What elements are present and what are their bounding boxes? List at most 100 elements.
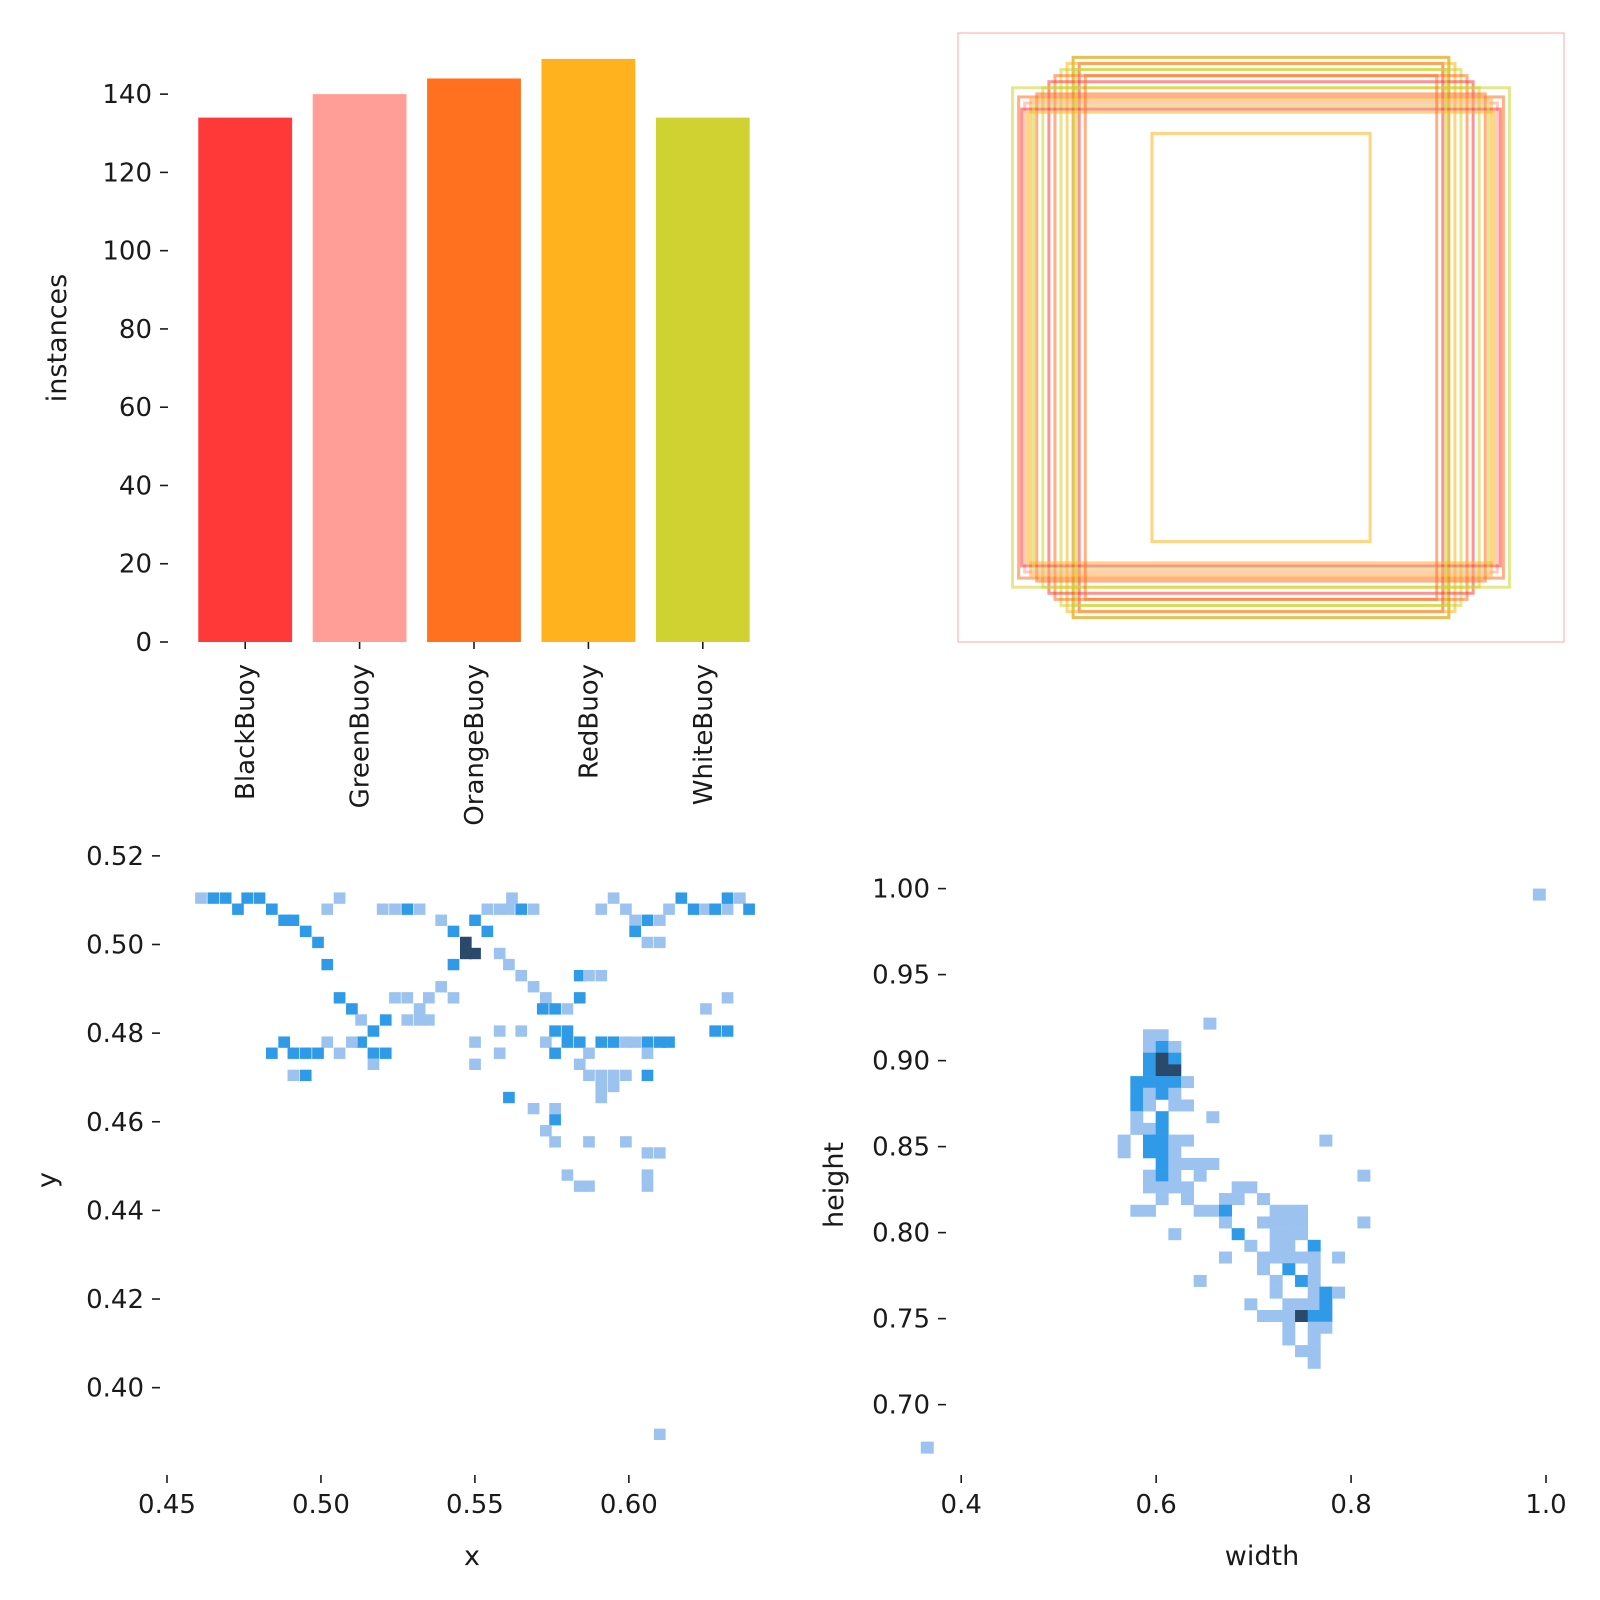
heatmap-cell	[299, 925, 312, 938]
heatmap-cell	[1332, 1286, 1346, 1299]
heatmap-cell	[733, 892, 746, 904]
heatmap-cell	[1206, 1157, 1220, 1170]
heatmap-cell	[1168, 1228, 1182, 1241]
heatmap-cell	[629, 1036, 641, 1048]
heatmap-cell	[527, 903, 540, 915]
heatmap-cell	[595, 1080, 608, 1093]
heatmap-cell	[1282, 1321, 1296, 1334]
bar-y-ticks: 0 20 40 60 80 100 120 140	[102, 80, 168, 658]
heatmap-cell	[506, 892, 518, 904]
heatmap-cell	[641, 914, 654, 926]
heatmap-cell	[721, 892, 734, 904]
heatmap-cell	[1244, 1239, 1258, 1252]
heatmap-cell	[459, 936, 472, 949]
heatmap-cell	[1307, 1333, 1321, 1346]
heatmap-cell	[1307, 1298, 1321, 1311]
heatmap-y-tick-label: 1.00	[872, 875, 930, 905]
heatmap-cell	[207, 892, 220, 904]
heatmap-x-tick-label: 0.45	[138, 1490, 196, 1520]
heatmap-cell	[1142, 1204, 1156, 1217]
heatmap-cell	[1319, 1134, 1333, 1147]
heatmap-cell	[540, 1125, 552, 1137]
bar-y-tick-label: 80	[119, 315, 152, 345]
heatmap-cell	[653, 1147, 666, 1159]
heatmap-y-tick-label: 0.44	[86, 1196, 144, 1226]
heatmap-cell	[1168, 1041, 1182, 1053]
heatmap-cell	[1168, 1146, 1182, 1159]
heatmap-cell	[549, 1136, 561, 1148]
wh-x-axis-label: width	[1225, 1541, 1299, 1572]
bounding-box	[1083, 74, 1439, 601]
wh-x-ticks: 0.4 0.6 0.8 1.0	[941, 1475, 1567, 1520]
heatmap-cell	[1142, 1041, 1156, 1053]
heatmap-cell	[1168, 1087, 1182, 1100]
bar-y-tick-label: 40	[119, 471, 152, 501]
heatmap-cell	[253, 892, 266, 904]
heatmap-cell	[312, 1047, 324, 1059]
heatmap-x-tick-label: 0.8	[1330, 1490, 1371, 1520]
heatmap-cell	[527, 981, 540, 993]
heatmap-cell	[1307, 1321, 1321, 1334]
heatmap-cell	[1307, 1310, 1321, 1323]
heatmap-cell	[1142, 1169, 1156, 1182]
heatmap-cell	[355, 1014, 367, 1026]
heatmap-y-tick-label: 0.95	[872, 961, 930, 991]
heatmap-cell	[389, 903, 401, 915]
heatmap-cell	[549, 1025, 561, 1037]
heatmap-cell	[1155, 1181, 1169, 1194]
heatmap-cell	[1269, 1274, 1283, 1287]
heatmap-cell	[1282, 1204, 1296, 1217]
heatmap-cell	[1193, 1274, 1207, 1287]
wh-y-ticks: 0.70 0.75 0.80 0.85 0.90 0.95 1.00	[872, 875, 946, 1421]
heatmap-y-tick-label: 0.90	[872, 1047, 930, 1077]
heatmap-cell	[1142, 1181, 1156, 1194]
heatmap-cell	[413, 1003, 426, 1015]
heatmap-cell	[278, 914, 290, 926]
heatmap-cell	[355, 1036, 367, 1048]
heatmap-cell	[743, 903, 755, 915]
heatmap-cell	[1142, 1064, 1156, 1077]
heatmap-cell	[1155, 1111, 1169, 1124]
heatmap-cell	[653, 1036, 666, 1048]
heatmap-y-tick-label: 0.48	[86, 1019, 144, 1049]
heatmap-cell	[1203, 1017, 1217, 1030]
heatmap-cell	[481, 903, 494, 915]
heatmap-cell	[1282, 1263, 1296, 1276]
heatmap-y-tick-label: 0.40	[86, 1374, 144, 1404]
heatmap-cell	[1130, 1122, 1144, 1135]
heatmap-cell	[1295, 1345, 1309, 1358]
bar-y-tick-label: 20	[119, 550, 152, 580]
bar-y-tick-label: 60	[119, 393, 152, 423]
heatmap-cell	[540, 1036, 552, 1048]
bar-x-ticks: BlackBuoy GreenBuoy OrangeBuoy RedBuoy White…	[231, 642, 719, 826]
heatmap-cell	[1155, 1076, 1169, 1089]
heatmap-cell	[561, 1169, 574, 1181]
bar-category-label: OrangeBuoy	[460, 664, 490, 826]
heatmap-cell	[641, 936, 654, 949]
heatmap-cell	[620, 1036, 632, 1048]
heatmap-cell	[503, 903, 515, 915]
heatmap-cell	[1219, 1216, 1232, 1229]
bar-whitebuoy	[655, 117, 750, 642]
heatmap-cell	[595, 1091, 608, 1104]
heatmap-cell	[1155, 1122, 1169, 1135]
heatmap-cell	[493, 1025, 506, 1037]
heatmap-cell	[583, 969, 595, 982]
bar-category-label: BlackBuoy	[231, 664, 261, 800]
heatmap-cell	[1295, 1204, 1309, 1217]
heatmap-cell	[583, 1136, 595, 1148]
heatmap-cell	[493, 903, 506, 915]
heatmap-cell	[1282, 1216, 1296, 1229]
heatmap-cell	[423, 1014, 435, 1026]
bar-category-label: RedBuoy	[574, 664, 604, 779]
heatmap-cell	[1269, 1310, 1283, 1323]
bounding-box	[1065, 61, 1457, 614]
heatmap-cell	[595, 1036, 608, 1048]
heatmap-y-tick-label: 0.46	[86, 1108, 144, 1138]
heatmap-cell	[1130, 1204, 1144, 1217]
heatmap-cell	[1142, 1029, 1156, 1042]
heatmap-cell	[299, 1047, 312, 1059]
heatmap-cell	[287, 914, 300, 926]
heatmap-cell	[583, 1069, 595, 1082]
heatmap-cell	[1282, 1239, 1296, 1252]
